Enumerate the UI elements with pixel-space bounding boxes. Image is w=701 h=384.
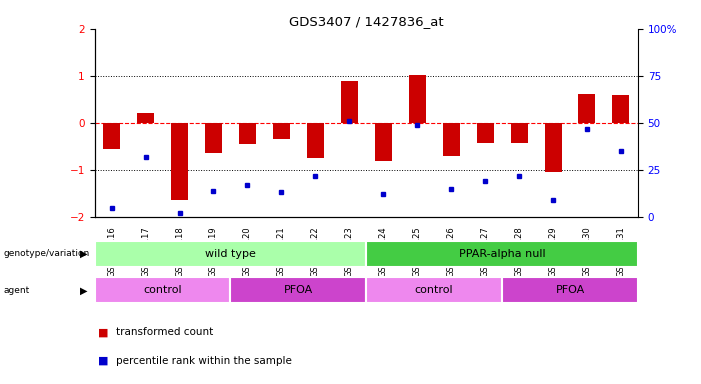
Text: percentile rank within the sample: percentile rank within the sample xyxy=(116,356,292,366)
Text: ▶: ▶ xyxy=(80,249,88,259)
Bar xyxy=(442,123,460,156)
Text: control: control xyxy=(143,285,182,295)
Bar xyxy=(307,123,324,158)
Text: ■: ■ xyxy=(98,356,109,366)
Text: ■: ■ xyxy=(98,327,109,337)
Text: PFOA: PFOA xyxy=(555,285,585,295)
Bar xyxy=(366,277,502,303)
Text: control: control xyxy=(415,285,454,295)
Text: agent: agent xyxy=(4,286,29,295)
Bar xyxy=(477,123,494,142)
Bar xyxy=(341,81,358,123)
Bar xyxy=(231,277,367,303)
Text: genotype/variation: genotype/variation xyxy=(4,249,90,258)
Text: PFOA: PFOA xyxy=(284,285,313,295)
Bar xyxy=(409,75,426,123)
Title: GDS3407 / 1427836_at: GDS3407 / 1427836_at xyxy=(289,15,444,28)
Bar xyxy=(171,123,188,200)
Text: ▶: ▶ xyxy=(80,285,88,295)
Bar xyxy=(366,241,638,267)
Bar xyxy=(103,123,120,149)
Bar xyxy=(239,123,256,144)
Bar xyxy=(205,123,222,154)
Bar xyxy=(502,277,638,303)
Bar xyxy=(95,277,231,303)
Bar xyxy=(95,241,366,267)
Bar xyxy=(545,123,562,172)
Bar xyxy=(137,114,154,123)
Bar xyxy=(613,95,629,123)
Text: wild type: wild type xyxy=(205,249,256,259)
Bar xyxy=(578,94,595,123)
Text: transformed count: transformed count xyxy=(116,327,213,337)
Bar xyxy=(510,123,528,142)
Bar xyxy=(375,123,392,161)
Bar xyxy=(273,123,290,139)
Text: PPAR-alpha null: PPAR-alpha null xyxy=(458,249,545,259)
